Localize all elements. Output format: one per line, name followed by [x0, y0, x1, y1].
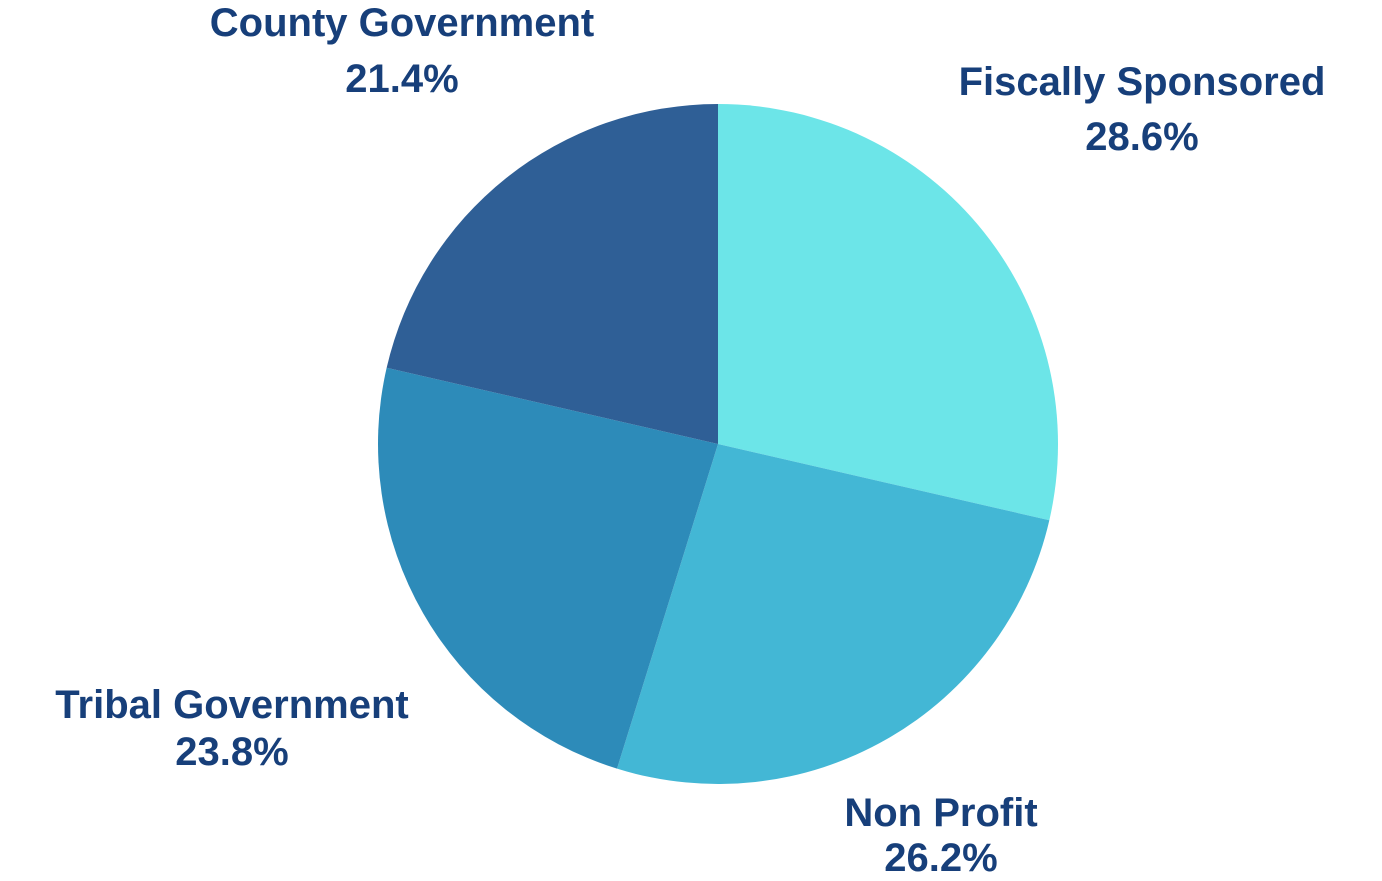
pie-slice-fiscally-sponsored [718, 104, 1059, 521]
slice-value-fiscally-sponsored: 28.6% [1085, 115, 1198, 159]
slices-layer [378, 103, 1059, 784]
slice-label-non-profit: Non Profit [844, 791, 1037, 835]
pie-slice-non-profit [617, 444, 1050, 784]
slice-value-non-profit: 26.2% [884, 836, 997, 880]
slice-label-tribal-government: Tribal Government [55, 683, 408, 727]
slice-label-county-government: County Government [210, 1, 594, 45]
slice-label-fiscally-sponsored: Fiscally Sponsored [959, 60, 1326, 104]
pie-slice-tribal-government [378, 367, 718, 769]
slice-value-tribal-government: 23.8% [175, 730, 288, 774]
slice-value-county-government: 21.4% [345, 57, 458, 101]
pie-slice-county-government [386, 103, 718, 445]
